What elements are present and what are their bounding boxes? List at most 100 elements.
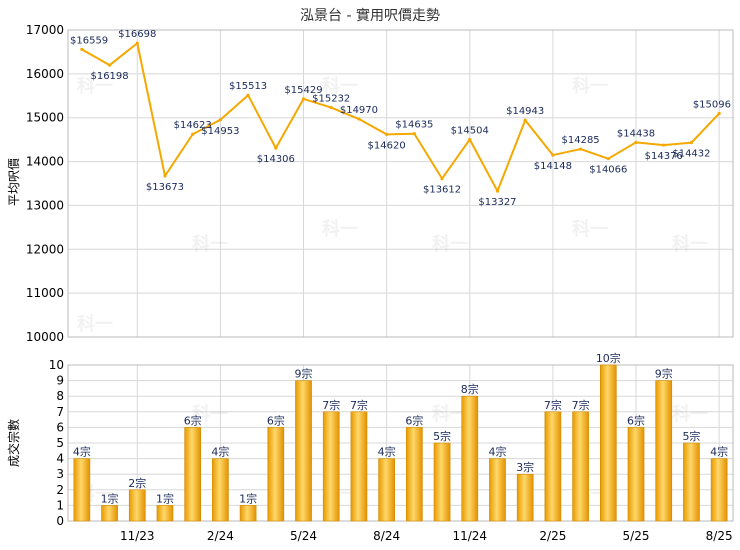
volume-bar: [544, 411, 562, 522]
price-point: [412, 132, 416, 136]
price-data-labels: $16559 $16198 $16698 $13673 $14623$14953 $155…: [70, 29, 731, 208]
price-point: [191, 132, 195, 136]
price-point: [579, 147, 583, 151]
volume-bar: [378, 458, 395, 522]
watermark-text: 科一: [572, 75, 608, 97]
volume-data-label: 3宗: [516, 460, 534, 474]
price-data-label: $14438: [617, 128, 655, 139]
volume-data-label: 4宗: [710, 445, 728, 459]
volume-data-label: 7宗: [544, 398, 562, 412]
price-point: [468, 137, 472, 142]
volume-data-label: 5宗: [682, 429, 700, 443]
price-data-label: $14970: [340, 105, 378, 116]
x-tick-label: 5/24: [290, 529, 317, 543]
price-data-label: $14623: [174, 120, 212, 131]
volume-bar: [710, 458, 728, 522]
price-point: [523, 118, 527, 122]
volume-data-label: 1宗: [156, 491, 174, 505]
volume-y-tick-label: 7: [56, 405, 64, 419]
volume-bar: [239, 505, 257, 522]
price-data-label: $15232: [312, 94, 350, 105]
volume-bar: [599, 364, 617, 522]
watermark-text: 科一: [672, 233, 708, 255]
price-point: [135, 41, 139, 45]
volume-data-label: 4宗: [211, 445, 229, 459]
volume-y-tick-label: 0: [56, 514, 64, 528]
price-data-label: $15096: [693, 100, 731, 111]
volume-data-label: 9宗: [655, 367, 673, 381]
price-data-label: $16559: [70, 35, 108, 46]
volume-y-tick-label: 3: [56, 467, 64, 481]
price-data-label: $16698: [118, 29, 156, 40]
price-y-tick-label: 17000: [26, 23, 64, 37]
watermark-text: 科一: [192, 403, 228, 425]
volume-data-label: 10宗: [596, 351, 621, 365]
watermark-text: 科一: [322, 75, 358, 97]
price-point: [357, 117, 361, 121]
volume-bar: [406, 427, 423, 522]
volume-data-label: 1宗: [239, 491, 257, 505]
volume-data-label: 2宗: [128, 476, 146, 490]
price-y-tick-label: 16000: [26, 67, 64, 81]
price-point: [274, 146, 278, 150]
price-data-label: $13327: [478, 197, 516, 208]
volume-data-label: 4宗: [378, 445, 396, 459]
volume-bar: [184, 427, 202, 522]
x-tick-label: 8/24: [373, 529, 400, 543]
price-data-label: $13673: [146, 182, 184, 193]
price-data-label: $14306: [257, 154, 295, 165]
volume-bar: [572, 411, 589, 522]
volume-plot-frame: [67, 364, 734, 522]
volume-bar: [350, 411, 368, 522]
x-tick-label: 8/25: [706, 529, 733, 543]
price-data-label: $14432: [672, 149, 710, 160]
price-data-label: $14635: [395, 120, 433, 131]
volume-bar: [212, 458, 229, 522]
price-data-label: $14376: [645, 151, 683, 162]
price-point: [246, 93, 250, 97]
price-point: [80, 47, 84, 51]
price-point: [440, 176, 444, 181]
watermark-text: 科一: [77, 313, 113, 335]
price-point: [634, 140, 638, 144]
price-y-tick-label: 10000: [26, 330, 64, 344]
price-points: [80, 41, 721, 193]
chart-title: 泓景台 - 實用呎價走勢: [300, 7, 440, 24]
price-data-label: $16198: [90, 71, 128, 82]
price-data-label: $14504: [451, 125, 489, 136]
volume-data-label: 4宗: [488, 445, 506, 459]
volume-data-label: 6宗: [267, 413, 285, 427]
volume-bar: [655, 380, 673, 522]
watermark-text: 科一: [672, 403, 708, 425]
volume-y-tick-label: 9: [56, 374, 64, 388]
volume-y-axis-label: 成交宗數: [6, 419, 21, 467]
price-data-label: $14953: [201, 126, 239, 137]
x-tick-label: 5/25: [623, 529, 650, 543]
price-point: [551, 153, 555, 157]
x-tick-label: 11/24: [452, 529, 487, 543]
x-tick-label: 2/25: [539, 529, 566, 543]
watermark-text: 科一: [432, 403, 468, 425]
price-data-label: $15513: [229, 81, 267, 92]
volume-data-label: 6宗: [627, 413, 645, 427]
volume-bar: [267, 427, 285, 522]
price-y-axis-label: 平均呎價: [7, 158, 21, 206]
price-data-label: $14066: [589, 165, 627, 176]
price-data-label: $14620: [368, 140, 406, 151]
watermark-text: 科一: [77, 75, 113, 97]
volume-y-tick-label: 8: [56, 389, 64, 403]
volume-data-labels: 4宗 1宗 2宗 1宗 6宗 4宗 1宗 6宗 9宗 7宗 7宗 4宗 6宗 5宗 8宗 4宗 3宗 7宗 7宗 10…: [73, 351, 728, 505]
volume-data-label: 9宗: [295, 367, 313, 381]
volume-bar: [322, 411, 340, 522]
volume-y-tick-label: 2: [56, 483, 64, 497]
price-data-label: $14148: [534, 161, 572, 172]
volume-y-tick-label: 4: [56, 452, 64, 466]
price-plot-frame: [67, 29, 734, 338]
volume-data-label: 5宗: [433, 429, 451, 443]
price-series-line: [81, 42, 720, 193]
volume-bar: [128, 489, 146, 522]
